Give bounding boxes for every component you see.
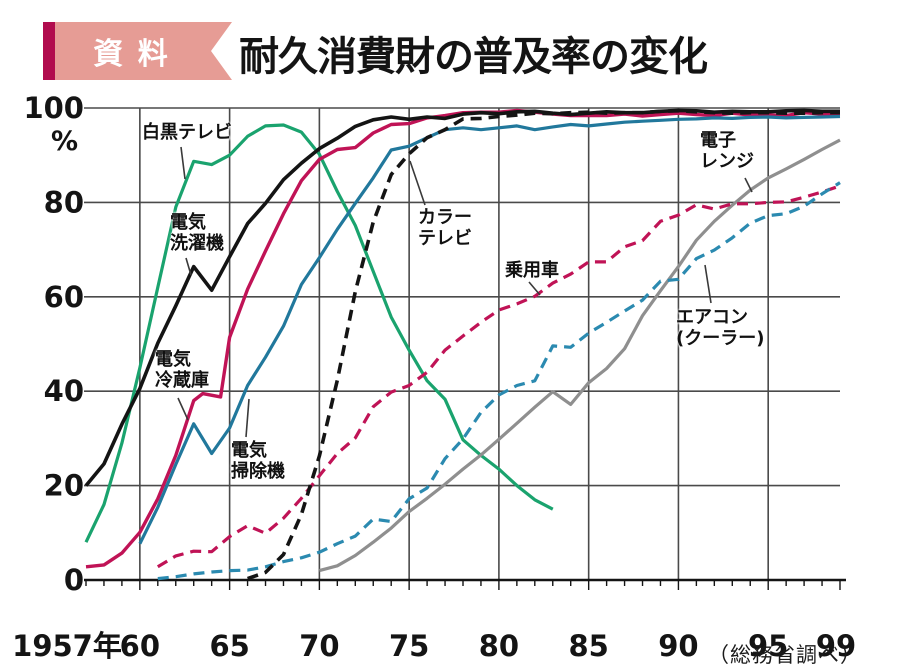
series-line-car — [156, 184, 841, 569]
series-line-microwave — [318, 138, 841, 573]
svg-text:0: 0 — [64, 563, 84, 597]
badge-label: 資 料 — [93, 37, 170, 72]
x-axis — [84, 578, 846, 590]
svg-text:65: 65 — [209, 629, 249, 663]
pointer-lines — [177, 146, 753, 438]
source-note: （総務省調べ） — [708, 643, 862, 667]
svg-text:80: 80 — [479, 629, 519, 663]
y-axis-labels: 0 20 40 60 80 100% — [23, 91, 84, 597]
banner-accent-bar — [43, 22, 55, 80]
svg-text:100: 100 — [23, 91, 84, 125]
grid-lines — [84, 107, 840, 580]
badge-banner: 資 料 — [55, 22, 232, 80]
series-line-bw-tv — [84, 123, 554, 543]
svg-text:60: 60 — [44, 280, 84, 314]
svg-text:80: 80 — [44, 185, 84, 219]
svg-text:75: 75 — [389, 629, 429, 663]
svg-text:85: 85 — [568, 629, 608, 663]
series-line-refrigerator — [85, 108, 841, 569]
series-line-color-tv — [247, 109, 840, 581]
svg-text:%: % — [51, 126, 78, 157]
svg-text:70: 70 — [299, 629, 339, 663]
svg-text:20: 20 — [44, 469, 84, 503]
series-line-washing-machine — [84, 108, 840, 487]
svg-text:60: 60 — [120, 629, 160, 663]
svg-text:90: 90 — [658, 629, 698, 663]
page-title: 耐久消費財の普及率の変化 — [239, 34, 708, 80]
series-lines — [84, 108, 841, 581]
svg-text:40: 40 — [44, 374, 84, 408]
svg-text:1957年: 1957年 — [12, 629, 122, 663]
svg-text:95: 95 — [748, 629, 788, 663]
svg-text:99: 99 — [816, 629, 856, 663]
series-line-vacuum — [138, 114, 841, 545]
